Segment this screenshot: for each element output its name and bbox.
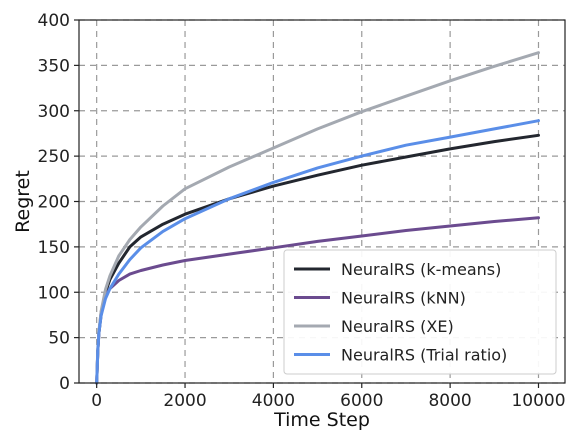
x-tick-label: 6000 bbox=[340, 391, 383, 411]
x-tick-label: 8000 bbox=[428, 391, 471, 411]
y-tick-label: 100 bbox=[38, 283, 70, 303]
y-tick-label: 200 bbox=[38, 193, 70, 213]
x-axis-label: Time Step bbox=[273, 409, 370, 430]
y-axis-label: Regret bbox=[12, 170, 34, 233]
legend-label: NeuralRS (XE) bbox=[341, 317, 454, 336]
y-tick-label: 0 bbox=[59, 374, 70, 394]
legend-label: NeuralRS (kNN) bbox=[341, 289, 466, 308]
legend-box bbox=[283, 249, 557, 375]
series-line-4 bbox=[95, 119, 540, 385]
legend-label: NeuralRS (Trial ratio) bbox=[341, 346, 507, 365]
y-tick-label: 150 bbox=[38, 238, 70, 258]
axis-ticks: 0 2000 4000 6000 8000 10000 0 50 100 150 200 250 300… bbox=[38, 11, 566, 411]
y-tick-label: 50 bbox=[48, 329, 70, 349]
y-tick-label: 250 bbox=[38, 147, 70, 167]
series-lines bbox=[95, 51, 540, 385]
x-tick-label: 2000 bbox=[163, 391, 206, 411]
x-tick-label: 4000 bbox=[252, 391, 295, 411]
legend: NeuralRS (k-means) NeuralRS (kNN) NeuralRS… bbox=[283, 249, 557, 375]
y-tick-label: 350 bbox=[38, 56, 70, 76]
legend-label: NeuralRS (k-means) bbox=[341, 260, 501, 279]
y-tick-label: 400 bbox=[38, 11, 70, 31]
x-tick-label: 0 bbox=[91, 391, 102, 411]
y-tick-label: 300 bbox=[38, 102, 70, 122]
x-tick-label: 10000 bbox=[511, 391, 565, 411]
